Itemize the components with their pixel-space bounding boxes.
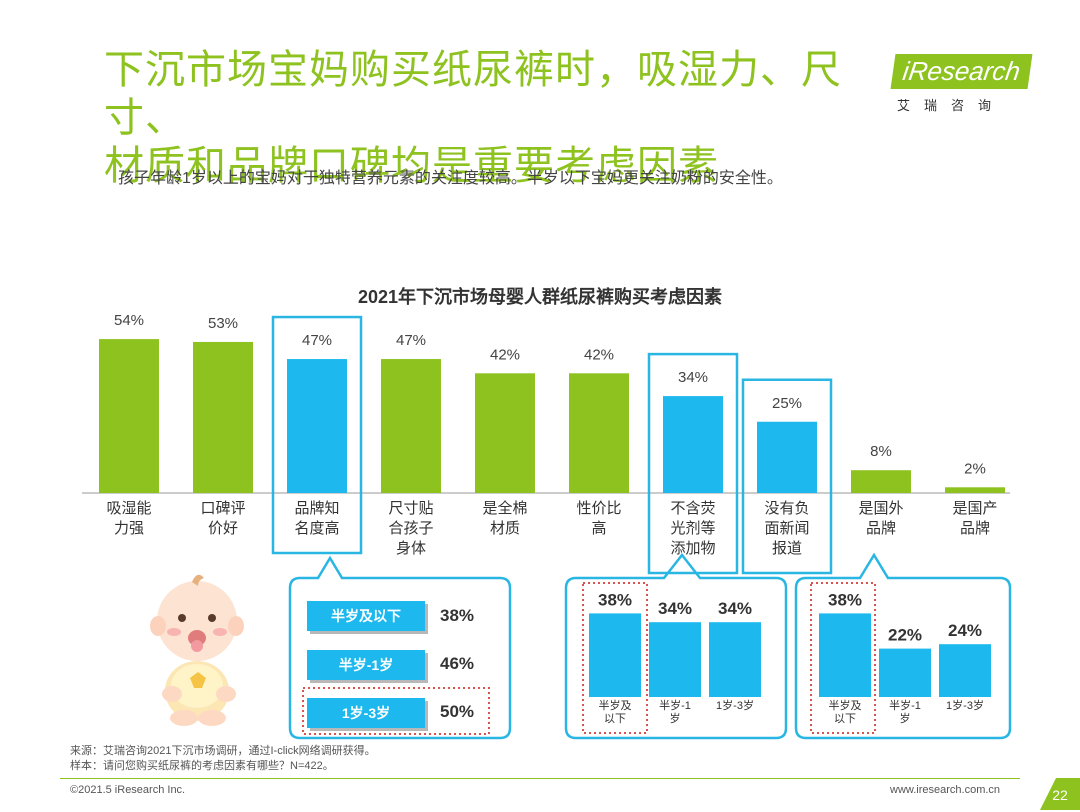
source-text: 来源：艾瑞咨询2021下沉市场调研，通过I-click网络调研获得。: [70, 745, 376, 757]
age-tag-0: 半岁及以下: [307, 601, 425, 631]
mini-news-bar-label-1: 22%: [888, 626, 922, 645]
mini-news-cat-1: 半岁-1 岁: [889, 698, 921, 725]
mini-fluorescent-bar-1: [649, 622, 701, 697]
page-title-line2: 材质和品牌口碑均是重要考虑因素: [104, 144, 719, 188]
category-label-5: 性价比高: [576, 500, 621, 537]
mini-fluorescent-bar-2: [709, 622, 761, 697]
mini-fluorescent-cat-0: 半岁及以下: [599, 698, 632, 725]
bar-label-9: 2%: [964, 460, 986, 477]
category-label-9: 是国产品牌: [952, 500, 997, 537]
category-label-7: 没有负面新闻报道: [764, 500, 809, 557]
bar-4: [475, 373, 535, 493]
chart-title: 2021年下沉市场母婴人群纸尿裤购买考虑因素: [357, 287, 723, 307]
callout-bubble-news: [794, 552, 1012, 740]
bar-7: [757, 421, 817, 493]
bar-label-0: 54%: [114, 312, 144, 329]
mini-fluorescent-cat-2: 1岁-3岁: [716, 698, 754, 712]
mini-fluorescent-bar-0: [589, 613, 641, 697]
highlight-box-0: [271, 315, 363, 555]
mini-fluorescent-bar-label-1: 34%: [658, 599, 692, 618]
baby-illustration: [150, 574, 244, 726]
page-title-line1: 下沉市场宝妈购买纸尿裤时，吸湿力、尺寸、: [104, 48, 842, 140]
mini-fluorescent-bar-label-2: 34%: [718, 599, 752, 618]
age-pct-2: 50%: [440, 702, 475, 721]
bar-3: [381, 359, 441, 493]
age-pct-1: 46%: [440, 654, 475, 673]
mini-fluorescent-cat-1: 半岁-1 岁: [659, 698, 691, 725]
category-label-2: 品牌知名度高: [294, 500, 339, 537]
mini-news-bar-0: [819, 613, 871, 697]
category-label-3: 尺寸贴合孩子身体: [388, 500, 433, 557]
website: www.iresearch.com.cn: [890, 784, 1001, 796]
bar-5: [569, 373, 629, 493]
category-label-4: 是全棉材质: [482, 499, 527, 537]
age-tag-1: 半岁-1岁: [307, 650, 425, 680]
source-note: 来源：艾瑞咨询2021下沉市场调研，通过I-click网络调研获得。 样本：请问…: [70, 744, 376, 774]
bar-label-1: 53%: [208, 315, 238, 332]
bar-2: [287, 359, 347, 493]
bar-label-6: 34%: [678, 369, 708, 386]
mini-news-cat-2: 1岁-3岁: [946, 698, 984, 712]
bar-9: [945, 487, 1005, 493]
bar-8: [851, 470, 911, 493]
mini-fluorescent-bar-label-0: 38%: [598, 590, 632, 609]
category-label-0: 吸湿能力强: [106, 500, 151, 537]
copyright: ©2021.5 iResearch Inc.: [70, 784, 186, 796]
category-label-8: 是国外品牌: [858, 500, 903, 537]
mini-news-bar-1: [879, 648, 931, 697]
highlight-dotted-brand: [302, 687, 490, 735]
age-pct-0: 38%: [440, 606, 475, 625]
mini-news-dotted-highlight: [810, 582, 876, 734]
bar-label-2: 47%: [302, 332, 332, 349]
page-title: 下沉市场宝妈购买纸尿裤时，吸湿力、尺寸、 材质和品牌口碑均是重要考虑因素: [104, 46, 884, 190]
bar-label-3: 47%: [396, 332, 426, 349]
bar-label-5: 42%: [584, 346, 614, 363]
category-label-1: 口碑评价好: [200, 500, 245, 537]
callout-bubble-brand: [288, 555, 512, 740]
mini-news-cat-0: 半岁及以下: [829, 698, 862, 725]
category-label-6: 不含荧光剂等添加物: [670, 500, 715, 557]
bar-label-4: 42%: [490, 346, 520, 363]
bar-label-7: 25%: [772, 395, 802, 412]
logo-subtext: 艾瑞咨询: [897, 98, 1006, 113]
mini-news-bar-label-0: 38%: [828, 590, 862, 609]
bar-1: [193, 341, 253, 493]
bar-6: [663, 396, 723, 493]
iresearch-logo: iResearch 艾瑞咨询: [890, 54, 1033, 124]
callout-bubble-fluorescent: [564, 552, 788, 740]
bar-label-8: 8%: [870, 443, 892, 460]
sample-text: 样本：请问您购买纸尿裤的考虑因素有哪些？N=422。: [70, 760, 334, 772]
bar-0: [99, 339, 159, 493]
age-tag-2: 1岁-3岁: [307, 698, 425, 728]
highlight-box-2: [741, 378, 833, 575]
mini-news-bar-2: [939, 644, 991, 697]
mini-news-bar-label-2: 24%: [948, 621, 982, 640]
mini-fluorescent-dotted-highlight: [582, 582, 648, 734]
page-subtitle: 孩子年龄1岁以上的宝妈对于独特营养元素的关注度较高。半岁以下宝妈更关注奶粉的安全…: [118, 170, 783, 187]
footer-divider: [60, 778, 1020, 779]
highlight-box-1: [647, 352, 739, 575]
